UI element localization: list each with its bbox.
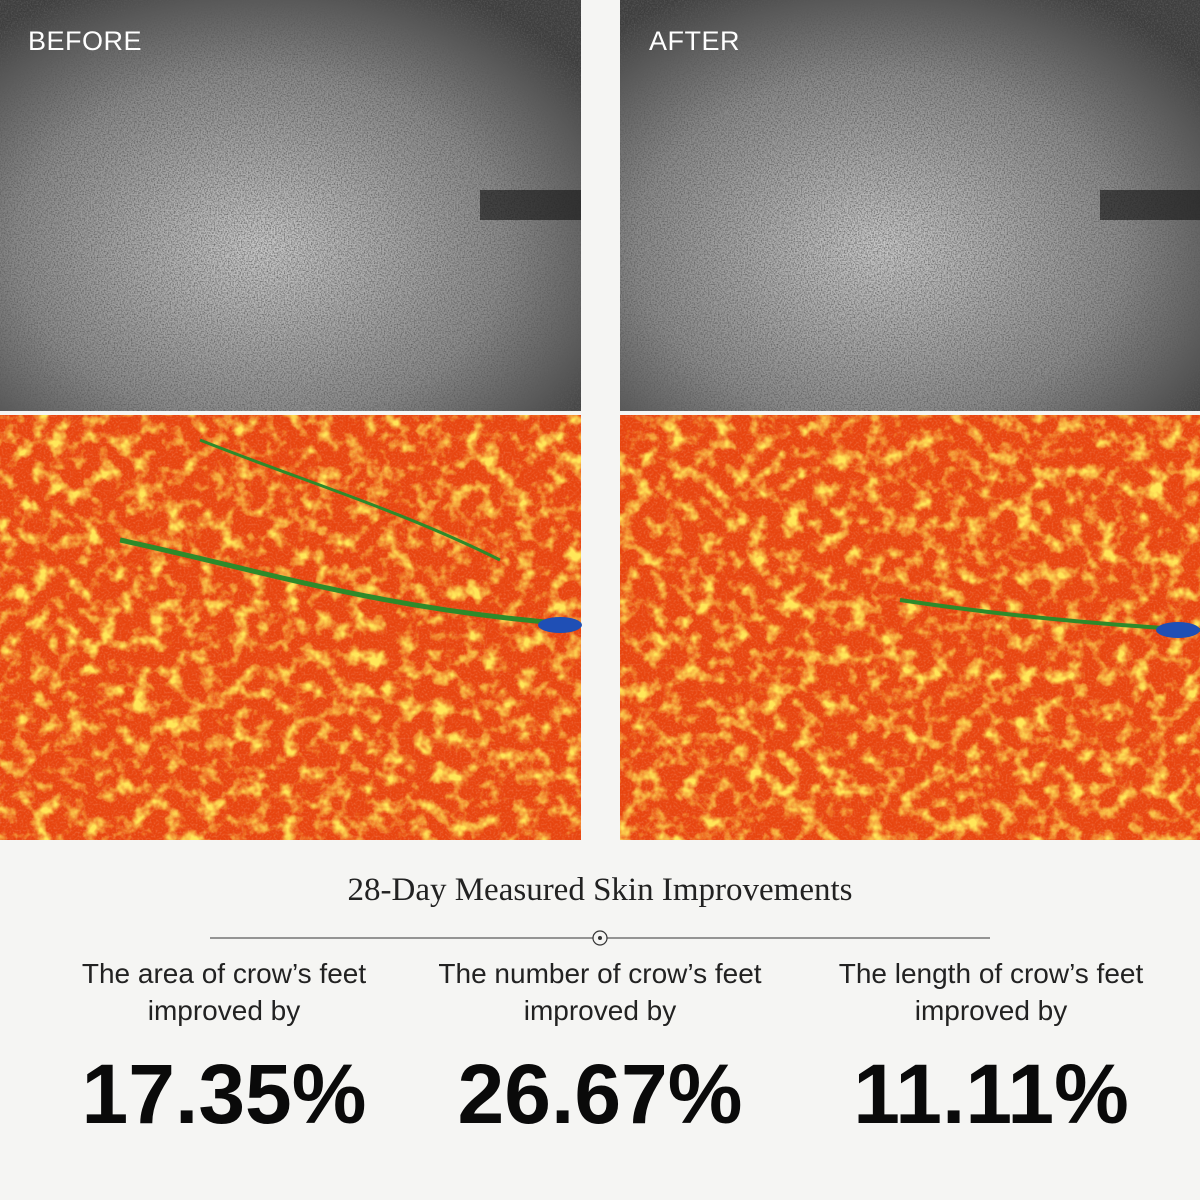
stat-text: The area of crow’s feet [81,958,367,989]
heatmap-highlights [0,415,581,840]
stat: The number of crow’s feet improved by 26… [405,955,795,1139]
wrinkle [199,438,501,562]
eye-shadow [1100,190,1200,220]
stat-text: The number of crow’s feet [438,958,762,989]
before-images [0,0,582,840]
after-label: AFTER [649,26,741,56]
stat-value: 11.11% [853,1047,1129,1141]
divider [210,930,990,946]
wrinkle [119,537,582,628]
divider-dot [598,936,602,940]
stat-text: improved by [914,995,1068,1026]
stat-text: The length of crow’s feet [838,958,1144,989]
stat: The length of crow’s feet improved by 11… [796,955,1186,1139]
stat-text: improved by [147,995,301,1026]
eye-shadow [480,190,581,220]
before-label: BEFORE [28,26,143,56]
stat-text: improved by [523,995,677,1026]
stat: The area of crow’s feet improved by 17.3… [29,955,419,1139]
heatmap-highlights [620,415,1200,840]
after-images [620,0,1200,840]
wrinkle-deep [1156,622,1200,638]
section-title: 28-Day Measured Skin Improvements [347,872,853,908]
wrinkle-deep [538,617,582,633]
stat-value: 17.35% [81,1047,367,1141]
stat-value: 26.67% [457,1047,743,1141]
skin-images [0,0,1200,840]
